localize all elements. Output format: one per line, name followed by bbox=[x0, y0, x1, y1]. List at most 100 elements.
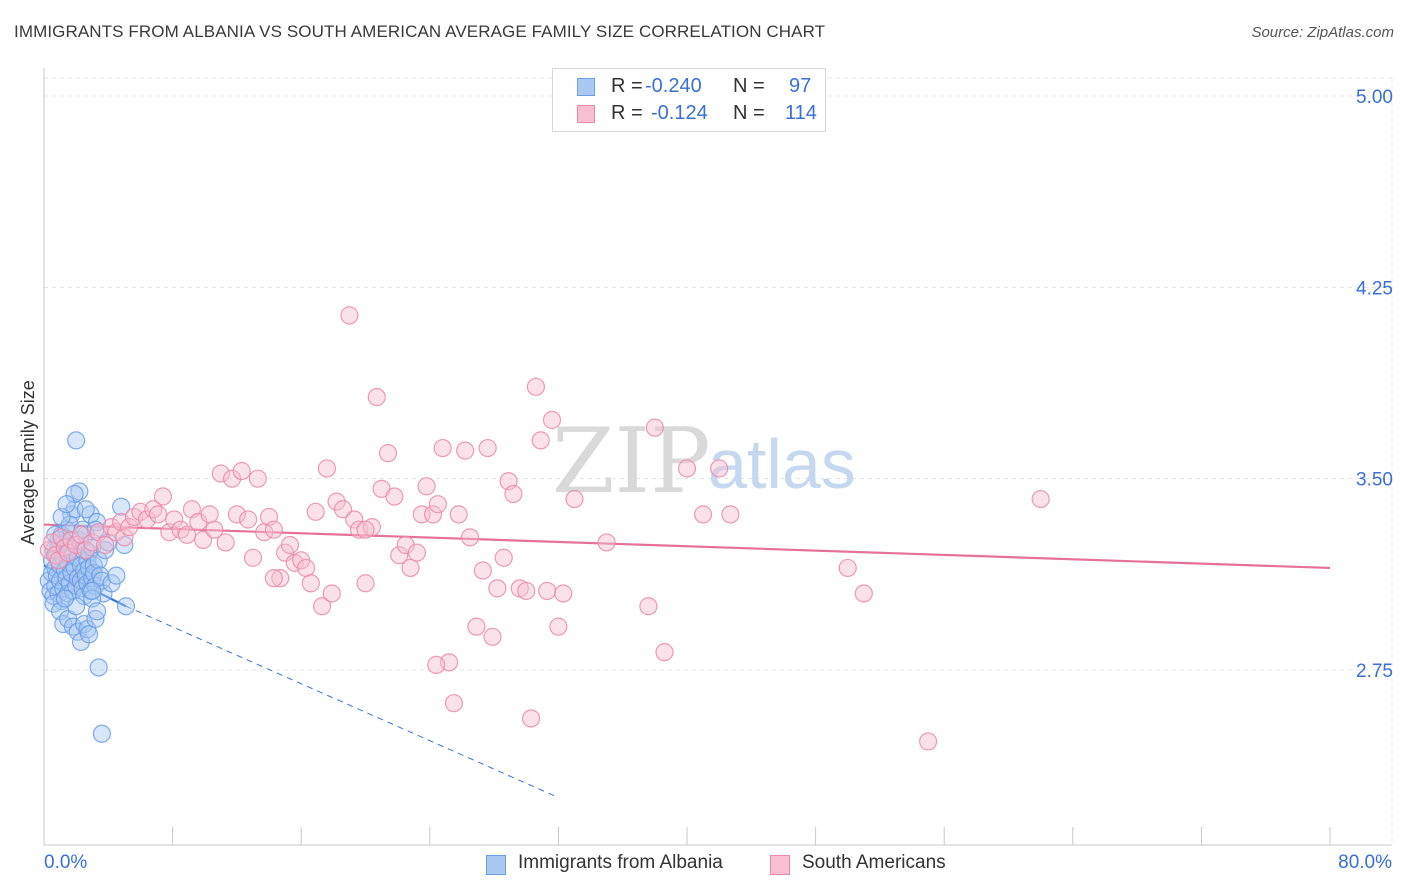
point-south-americans bbox=[460, 528, 480, 547]
point-south-americans bbox=[549, 617, 568, 636]
point-south-americans bbox=[248, 469, 267, 488]
legend-r-label: R = bbox=[611, 102, 643, 124]
chart-title: IMMIGRANTS FROM ALBANIA VS SOUTH AMERICA… bbox=[14, 22, 826, 41]
point-albania bbox=[57, 495, 76, 514]
point-south-americans bbox=[115, 528, 134, 547]
y-axis-label: Average Family Size bbox=[18, 380, 38, 545]
correlation-legend: R = -0.240 N = 97 R = -0.124 N = 114 bbox=[552, 68, 826, 132]
point-south-americans bbox=[165, 510, 184, 529]
point-south-americans bbox=[531, 431, 550, 450]
point-south-americans bbox=[433, 438, 452, 458]
point-south-americans bbox=[504, 484, 523, 504]
y-tick-label: 5.00 bbox=[1356, 87, 1393, 108]
axes bbox=[43, 68, 1392, 846]
data-points bbox=[39, 306, 1050, 751]
point-south-americans bbox=[137, 510, 156, 529]
point-south-americans bbox=[322, 584, 341, 603]
bottom-legend-swatch-south-americans bbox=[770, 855, 790, 875]
y-tick-labels: 2.75 3.50 4.25 5.00 bbox=[1356, 87, 1393, 682]
point-south-americans bbox=[222, 469, 242, 488]
point-south-americans bbox=[478, 438, 497, 458]
point-south-americans bbox=[693, 505, 713, 524]
point-albania bbox=[84, 556, 103, 575]
legend-r-label: R = bbox=[611, 75, 643, 97]
point-south-americans bbox=[177, 525, 197, 544]
point-south-americans bbox=[494, 548, 513, 567]
point-albania bbox=[75, 614, 94, 634]
point-south-americans bbox=[211, 464, 230, 483]
legend-r-value: -0.124 bbox=[651, 102, 708, 124]
point-south-americans bbox=[483, 627, 502, 646]
point-south-americans bbox=[542, 410, 562, 430]
point-south-americans bbox=[194, 530, 213, 549]
point-south-americans bbox=[356, 520, 375, 539]
point-south-americans bbox=[554, 584, 573, 603]
point-south-americans bbox=[356, 574, 375, 593]
point-south-americans bbox=[473, 561, 492, 580]
point-south-americans bbox=[239, 510, 258, 529]
point-south-americans bbox=[639, 597, 658, 616]
legend-swatch-albania bbox=[577, 78, 595, 96]
point-south-americans bbox=[645, 418, 664, 437]
point-south-americans bbox=[102, 518, 121, 537]
point-south-americans bbox=[1031, 489, 1050, 509]
point-south-americans bbox=[456, 441, 475, 460]
point-south-americans bbox=[205, 520, 224, 539]
point-albania bbox=[70, 482, 89, 501]
point-south-americans bbox=[200, 505, 219, 524]
point-albania bbox=[79, 625, 99, 644]
watermark-zip: ZIP bbox=[552, 409, 711, 514]
legend-swatch-south-americans bbox=[577, 105, 595, 123]
point-south-americans bbox=[390, 546, 409, 565]
point-south-americans bbox=[264, 520, 283, 539]
point-albania bbox=[116, 597, 136, 616]
point-albania bbox=[55, 589, 74, 608]
x-axis-max-label: 80.0% bbox=[1338, 852, 1392, 873]
legend-n-label: N = bbox=[733, 102, 765, 124]
point-albania bbox=[83, 581, 102, 601]
point-south-americans bbox=[232, 461, 251, 481]
point-south-americans bbox=[264, 569, 283, 588]
point-south-americans bbox=[838, 558, 857, 578]
point-south-americans bbox=[312, 597, 332, 616]
point-south-americans bbox=[538, 581, 557, 601]
point-south-americans bbox=[526, 377, 545, 396]
point-south-americans bbox=[95, 535, 115, 555]
point-south-americans bbox=[565, 489, 584, 509]
trend-line-south-americans bbox=[43, 523, 1331, 570]
point-south-americans bbox=[655, 643, 674, 662]
point-south-americans bbox=[385, 487, 404, 506]
point-south-americans bbox=[517, 581, 536, 601]
point-south-americans bbox=[216, 533, 235, 552]
point-south-americans bbox=[280, 535, 300, 555]
bottom-legend-label-albania: Immigrants from Albania bbox=[518, 852, 723, 873]
trend-lines bbox=[43, 523, 1331, 799]
legend-n-value: 97 bbox=[789, 75, 812, 97]
point-south-americans bbox=[597, 533, 616, 552]
y-tick-label: 4.25 bbox=[1356, 278, 1393, 299]
point-south-americans bbox=[449, 505, 468, 524]
point-south-americans bbox=[378, 444, 398, 463]
x-axis-min-label: 0.0% bbox=[44, 852, 88, 873]
legend-r-value: -0.240 bbox=[645, 75, 702, 97]
point-south-americans bbox=[521, 709, 541, 728]
point-albania bbox=[67, 431, 86, 450]
legend-n-label: N = bbox=[733, 75, 765, 97]
point-south-americans bbox=[423, 505, 443, 524]
point-south-americans bbox=[271, 569, 290, 588]
bottom-legend-swatch-albania bbox=[486, 855, 506, 875]
point-south-americans bbox=[296, 558, 316, 578]
point-south-americans bbox=[710, 459, 729, 478]
point-south-americans bbox=[428, 495, 447, 514]
point-south-americans bbox=[467, 617, 486, 636]
point-south-americans bbox=[401, 558, 420, 578]
point-south-americans bbox=[444, 694, 464, 713]
point-albania bbox=[89, 551, 108, 570]
point-south-americans bbox=[227, 505, 246, 524]
watermark: ZIP atlas bbox=[552, 409, 856, 514]
point-south-americans bbox=[306, 502, 325, 521]
point-albania bbox=[112, 497, 131, 516]
point-albania bbox=[92, 724, 111, 743]
bottom-legend-label-south-americans: South Americans bbox=[802, 852, 946, 873]
